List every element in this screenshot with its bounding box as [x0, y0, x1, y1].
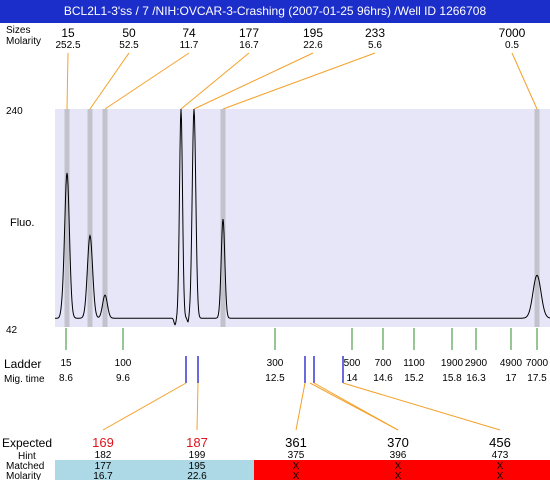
ladder-time: 9.6 [116, 373, 130, 384]
top-sizes-label: Sizes [6, 25, 30, 36]
peak-connector [66, 52, 69, 110]
peak-connector [104, 52, 190, 110]
ladder-size: 500 [344, 358, 361, 369]
matched-size: X [497, 461, 504, 472]
peak-connector [180, 52, 250, 110]
matched-size: 177 [95, 461, 112, 472]
top-peak-molarity: 22.6 [303, 40, 323, 51]
top-peak-size: 177 [239, 26, 259, 40]
expected-connector [342, 382, 501, 431]
ladder-time: 16.3 [466, 373, 486, 384]
expected-connector [309, 382, 399, 431]
top-peak-size: 50 [122, 26, 136, 40]
expected-connector [196, 382, 199, 431]
matched-molarity: X [395, 471, 402, 480]
peak-band [534, 109, 540, 327]
ladder-time: 15.2 [404, 373, 424, 384]
electropherogram-chart: Sizes Molarity 15252.55052.57411.717716.… [2, 25, 550, 480]
molarity-label: Molarity [6, 471, 41, 480]
peak-connector [511, 52, 538, 110]
hint-label: Hint [18, 451, 36, 462]
top-peak-molarity: 11.7 [180, 40, 199, 51]
ladder-size: 700 [375, 358, 392, 369]
top-peak-size: 15 [61, 26, 75, 40]
expected-connector [295, 382, 306, 431]
ladder-size: 1100 [403, 358, 425, 369]
ladder-size: 2900 [465, 358, 488, 369]
top-peak-molarity: 52.5 [119, 40, 139, 51]
hint-size: 199 [189, 450, 206, 461]
expected-size: 361 [285, 435, 307, 450]
ladder-time: 12.5 [265, 373, 285, 384]
ladder-time: 8.6 [59, 373, 73, 384]
top-peak-molarity: 0.5 [505, 40, 519, 51]
ladder-size: 7000 [526, 358, 549, 369]
matched-size: X [395, 461, 402, 472]
expected-size: 370 [387, 435, 409, 450]
expected-size: 187 [186, 435, 208, 450]
matched-molarity: X [497, 471, 504, 480]
top-peak-size: 7000 [499, 26, 526, 40]
chart-title: BCL2L1-3'ss / 7 /NIH:OVCAR-3-Crashing (2… [0, 0, 550, 23]
mig-time-label: Mig. time [4, 374, 45, 385]
y-axis-label: Fluo. [10, 217, 34, 229]
top-peak-size: 74 [182, 26, 196, 40]
expected-label: Expected [2, 436, 52, 450]
hint-size: 396 [390, 450, 407, 461]
hint-size: 182 [95, 450, 112, 461]
matched-label: Matched [6, 461, 44, 472]
top-molarity-label: Molarity [6, 36, 41, 47]
top-peak-size: 233 [365, 26, 385, 40]
ladder-size: 15 [60, 358, 72, 369]
ladder-time: 17.5 [527, 373, 547, 384]
matched-region [55, 460, 254, 480]
plot-area [55, 109, 550, 327]
matched-molarity: 16.7 [93, 471, 113, 480]
top-peak-molarity: 252.5 [55, 40, 80, 51]
peak-band [102, 109, 108, 327]
unmatched-region [254, 460, 550, 480]
top-peak-molarity: 5.6 [368, 40, 382, 51]
expected-connector [102, 382, 187, 431]
expected-size: 169 [92, 435, 114, 450]
matched-size: 195 [189, 461, 206, 472]
peak-band [64, 109, 70, 327]
ladder-time: 14 [346, 373, 358, 384]
y-tick-min: 42 [6, 325, 18, 336]
matched-molarity: 22.6 [187, 471, 207, 480]
peak-band [87, 109, 93, 327]
ladder-size: 100 [115, 358, 132, 369]
hint-size: 375 [288, 450, 305, 461]
ladder-size: 300 [267, 358, 284, 369]
top-peak-size: 195 [303, 26, 323, 40]
ladder-time: 14.6 [373, 373, 393, 384]
ladder-label: Ladder [4, 357, 41, 371]
peak-connector [193, 52, 314, 110]
ladder-time: 15.8 [442, 373, 462, 384]
ladder-time: 17 [505, 373, 517, 384]
top-peak-molarity: 16.7 [239, 40, 259, 51]
matched-size: X [293, 461, 300, 472]
fluorescence-trace [55, 108, 550, 326]
ladder-size: 1900 [441, 358, 464, 369]
ladder-size: 4900 [500, 358, 523, 369]
peak-connector [222, 52, 376, 110]
peak-band [220, 109, 226, 327]
peak-connector [89, 52, 130, 110]
expected-size: 456 [489, 435, 511, 450]
hint-size: 473 [492, 450, 509, 461]
y-tick-max: 240 [6, 106, 23, 117]
matched-molarity: X [293, 471, 300, 480]
